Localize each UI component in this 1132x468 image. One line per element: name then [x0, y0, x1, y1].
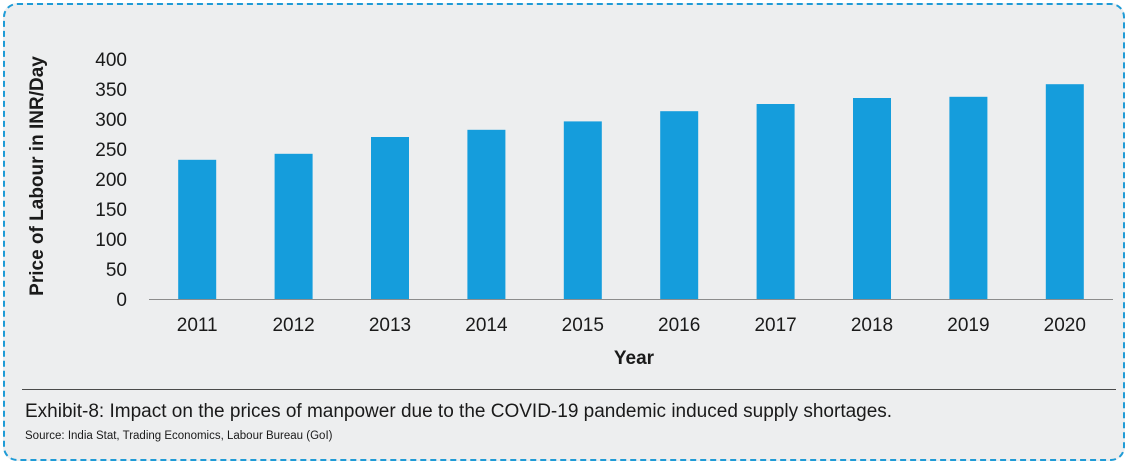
bar [660, 111, 699, 299]
bar [563, 121, 602, 300]
y-tick-label: 300 [95, 110, 127, 131]
y-axis-ticks: 0 50 100 150 200 250 300 350 400 [95, 50, 127, 311]
y-tick-label: 250 [95, 140, 127, 161]
y-tick-label: 50 [106, 260, 127, 281]
caption-divider [22, 389, 1116, 390]
x-tick-label: 2018 [851, 315, 893, 336]
y-tick-label: 400 [95, 50, 127, 71]
y-tick-label: 350 [95, 80, 127, 101]
y-tick-label: 0 [116, 290, 127, 311]
bar [1045, 84, 1084, 299]
bar [274, 153, 313, 299]
bar [756, 104, 795, 299]
x-tick-label: 2011 [177, 315, 218, 336]
y-tick-label: 100 [95, 230, 127, 251]
x-tick-label: 2019 [947, 315, 989, 336]
x-tick-label: 2020 [1044, 315, 1086, 336]
bar [949, 96, 988, 299]
bar [853, 98, 891, 299]
bar [467, 129, 506, 299]
y-tick-label: 200 [95, 170, 127, 191]
x-tick-label: 2014 [465, 315, 508, 336]
x-tick-label: 2013 [369, 315, 411, 336]
y-tick-label: 150 [95, 200, 127, 221]
bar [178, 159, 217, 299]
x-tick-label: 2016 [658, 315, 700, 336]
exhibit-caption: Exhibit-8: Impact on the prices of manpo… [25, 401, 893, 422]
x-tick-label: 2017 [754, 315, 796, 336]
x-tick-label: 2015 [562, 315, 604, 336]
x-axis-ticks: 2011 2012 2013 2014 2015 2016 2017 2018 2019 2020 [177, 315, 1086, 336]
x-tick-label: 2012 [272, 315, 314, 336]
source-note: Source: India Stat, Trading Economics, L… [25, 430, 333, 442]
x-axis-title: Year [614, 348, 655, 369]
bars-group [178, 84, 1084, 300]
y-axis-title: Price of Labour in INR/Day [27, 56, 48, 296]
bar [371, 137, 409, 299]
